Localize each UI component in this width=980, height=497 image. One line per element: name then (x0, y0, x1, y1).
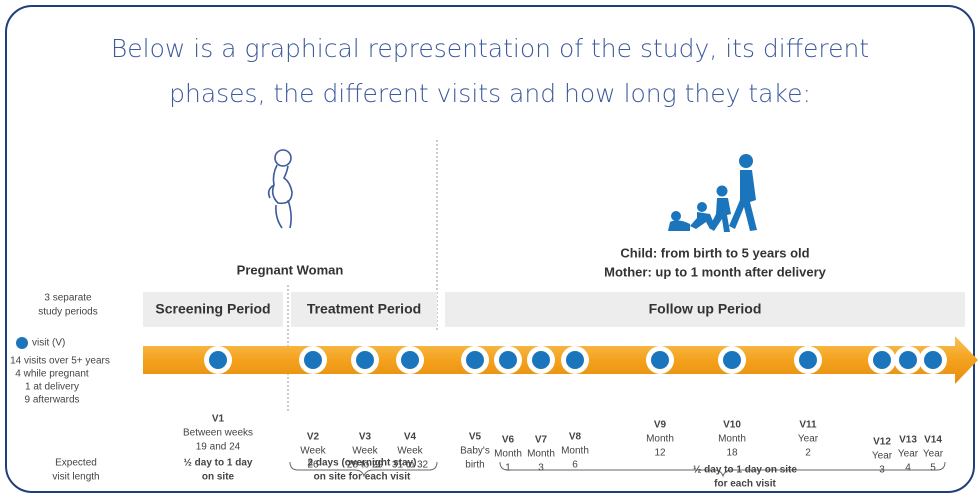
legend-text: 9 afterwards (24, 395, 79, 406)
visit-id: V14 (924, 435, 942, 446)
timeline-arrow (143, 336, 978, 384)
visit-dot (899, 351, 917, 369)
visit-dot (651, 351, 669, 369)
visit-detail: Week (300, 446, 326, 457)
visit-id: V3 (359, 432, 372, 443)
legend-text: visit length (52, 472, 99, 483)
visit-dot (532, 351, 550, 369)
visit-id: V12 (873, 437, 891, 448)
duration: for each visit (714, 479, 776, 490)
title: phases, the different visits and how lon… (169, 79, 811, 108)
visit-detail: 4 (905, 463, 911, 474)
visit-detail: 5 (930, 463, 936, 474)
visit-detail: Year (898, 449, 919, 460)
visit-id: V6 (502, 435, 515, 446)
legend-text: 3 separate (44, 293, 92, 304)
visit-detail: 3 (538, 463, 544, 474)
visit-detail: 1 (505, 463, 511, 474)
legend-text: 14 visits over 5+ years (10, 356, 110, 367)
visit-id: V2 (307, 432, 320, 443)
visit-dot (799, 351, 817, 369)
period-label: Treatment Period (307, 301, 421, 317)
period-label: Screening Period (155, 301, 270, 317)
legend-text: study periods (38, 307, 97, 318)
visit-dot (466, 351, 484, 369)
visit-detail: 28 to 29 (347, 460, 384, 471)
visit-id: V9 (654, 420, 667, 431)
pregnant-icon (269, 150, 292, 228)
visit-id: V8 (569, 432, 582, 443)
diagram: Below is a graphical representation of t… (0, 0, 980, 497)
visit-dot (356, 351, 374, 369)
visit-detail: Month (494, 449, 522, 460)
visit-detail: Year (872, 451, 893, 462)
visit-id: V13 (899, 435, 917, 446)
visit-detail: birth (465, 460, 484, 471)
visit-detail: 31 to 32 (392, 460, 429, 471)
duration: on site (202, 472, 235, 483)
legend-visit-icon (16, 337, 28, 349)
visit-dot (499, 351, 517, 369)
visit-detail: 19 and 24 (196, 442, 241, 453)
visit-dot (723, 351, 741, 369)
visit-dot (924, 351, 942, 369)
visit-dot (304, 351, 322, 369)
visit-detail: Month (527, 449, 555, 460)
visit-dot (401, 351, 419, 369)
visit-detail: Baby's (460, 446, 490, 457)
visit-detail: Year (923, 449, 944, 460)
visit-id: V4 (404, 432, 417, 443)
legend-text: Expected (55, 458, 97, 469)
visit-detail: 2 (805, 448, 811, 459)
visit-detail: 26 (307, 460, 319, 471)
children-icon (668, 154, 757, 232)
visit-detail: Week (352, 446, 378, 457)
group-label: Child: from birth to 5 years old (620, 245, 809, 260)
visit-detail: Month (646, 434, 674, 445)
visit-detail: 3 (879, 465, 885, 476)
visit-id: V5 (469, 432, 482, 443)
visit-detail: Month (561, 446, 589, 457)
visit-detail: Month (718, 434, 746, 445)
duration: on site for each visit (314, 472, 411, 483)
visit-detail: Week (397, 446, 423, 457)
visit-detail: 18 (726, 448, 738, 459)
visit-dot (209, 351, 227, 369)
legend-text: 1 at delivery (25, 382, 79, 393)
visit-id: V11 (799, 420, 817, 431)
visit-id: V10 (723, 420, 741, 431)
visit-detail: 6 (572, 460, 578, 471)
visit-detail: Year (798, 434, 819, 445)
visit-id: V1 (212, 414, 225, 425)
duration: ½ day to 1 day on site (693, 465, 797, 476)
group-label: Mother: up to 1 month after delivery (604, 264, 827, 279)
visit-dot (873, 351, 891, 369)
visit-dot (566, 351, 584, 369)
group-label: Pregnant Woman (237, 262, 344, 277)
legend-text: visit (V) (32, 338, 65, 349)
legend-text: 4 while pregnant (15, 369, 89, 380)
title: Below is a graphical representation of t… (111, 34, 869, 63)
duration: ½ day to 1 day (184, 458, 253, 469)
visit-detail: 12 (654, 448, 666, 459)
visit-detail: Between weeks (183, 428, 253, 439)
period-label: Follow up Period (649, 301, 762, 317)
visit-id: V7 (535, 435, 548, 446)
